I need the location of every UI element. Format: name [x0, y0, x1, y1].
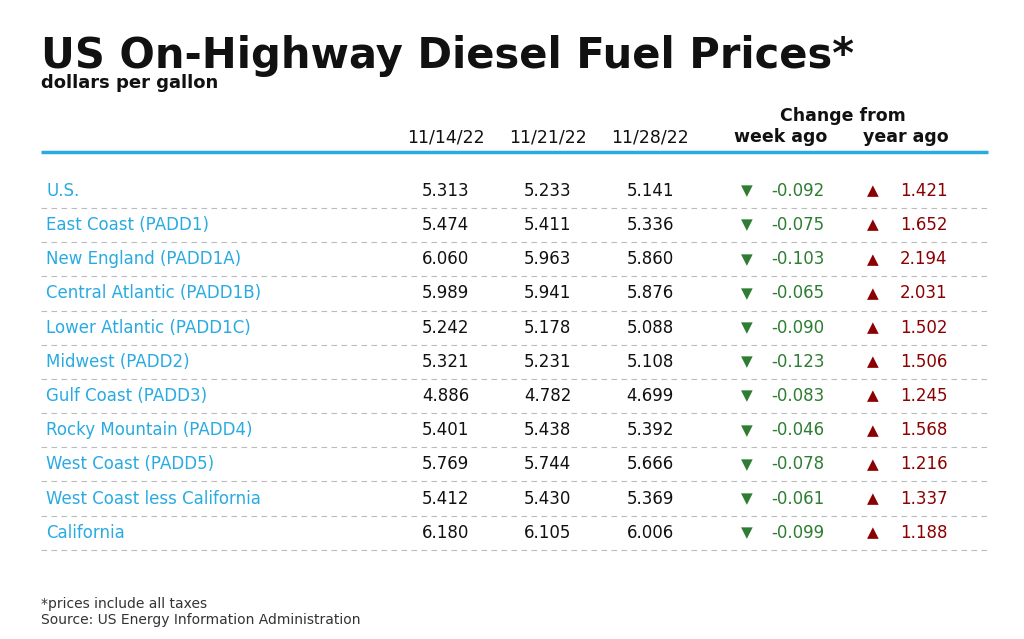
Text: 6.105: 6.105 [524, 524, 571, 542]
Text: -0.123: -0.123 [771, 353, 824, 371]
Text: 1.421: 1.421 [900, 182, 947, 200]
Text: 1.652: 1.652 [900, 216, 947, 234]
Text: 5.438: 5.438 [524, 421, 571, 439]
Text: 5.392: 5.392 [627, 421, 674, 439]
Text: ▲: ▲ [866, 389, 879, 403]
Text: 5.088: 5.088 [627, 319, 674, 337]
Text: 11/14/22: 11/14/22 [407, 128, 484, 146]
Text: ▲: ▲ [866, 183, 879, 198]
Text: ▼: ▼ [740, 355, 753, 369]
Text: Lower Atlantic (PADD1C): Lower Atlantic (PADD1C) [46, 319, 251, 337]
Text: 5.769: 5.769 [422, 456, 469, 473]
Text: ▲: ▲ [866, 423, 879, 438]
Text: 1.568: 1.568 [900, 421, 947, 439]
Text: ▲: ▲ [866, 457, 879, 472]
Text: 2.194: 2.194 [900, 250, 947, 268]
Text: West Coast less California: West Coast less California [46, 489, 261, 507]
Text: -0.061: -0.061 [771, 489, 824, 507]
Text: ▲: ▲ [866, 355, 879, 369]
Text: 1.506: 1.506 [900, 353, 947, 371]
Text: 1.216: 1.216 [900, 456, 947, 473]
Text: year ago: year ago [863, 128, 949, 146]
Text: -0.092: -0.092 [771, 182, 824, 200]
Text: U.S.: U.S. [46, 182, 79, 200]
Text: 5.876: 5.876 [627, 284, 674, 302]
Text: 5.313: 5.313 [422, 182, 469, 200]
Text: -0.090: -0.090 [771, 319, 824, 337]
Text: 5.963: 5.963 [524, 250, 571, 268]
Text: 5.233: 5.233 [524, 182, 571, 200]
Text: ▼: ▼ [740, 389, 753, 403]
Text: ▲: ▲ [866, 252, 879, 266]
Text: 1.245: 1.245 [900, 387, 947, 405]
Text: 1.188: 1.188 [900, 524, 947, 542]
Text: Change from: Change from [780, 107, 906, 125]
Text: ▲: ▲ [866, 525, 879, 540]
Text: 5.242: 5.242 [422, 319, 469, 337]
Text: -0.103: -0.103 [771, 250, 824, 268]
Text: Gulf Coast (PADD3): Gulf Coast (PADD3) [46, 387, 207, 405]
Text: -0.083: -0.083 [771, 387, 824, 405]
Text: -0.046: -0.046 [771, 421, 824, 439]
Text: 5.412: 5.412 [422, 489, 469, 507]
Text: Source: US Energy Information Administration: Source: US Energy Information Administra… [41, 613, 360, 627]
Text: -0.075: -0.075 [771, 216, 824, 234]
Text: 2.031: 2.031 [900, 284, 947, 302]
Text: 5.178: 5.178 [524, 319, 571, 337]
Text: 5.666: 5.666 [627, 456, 674, 473]
Text: ▼: ▼ [740, 457, 753, 472]
Text: 4.699: 4.699 [627, 387, 674, 405]
Text: dollars per gallon: dollars per gallon [41, 74, 218, 92]
Text: Rocky Mountain (PADD4): Rocky Mountain (PADD4) [46, 421, 253, 439]
Text: 5.108: 5.108 [627, 353, 674, 371]
Text: 5.336: 5.336 [627, 216, 674, 234]
Text: 6.060: 6.060 [422, 250, 469, 268]
Text: 5.474: 5.474 [422, 216, 469, 234]
Text: 5.369: 5.369 [627, 489, 674, 507]
Text: ▼: ▼ [740, 218, 753, 233]
Text: ▲: ▲ [866, 218, 879, 233]
Text: 1.337: 1.337 [900, 489, 947, 507]
Text: US On-Highway Diesel Fuel Prices*: US On-Highway Diesel Fuel Prices* [41, 35, 854, 77]
Text: ▼: ▼ [740, 183, 753, 198]
Text: ▼: ▼ [740, 525, 753, 540]
Text: 11/21/22: 11/21/22 [509, 128, 587, 146]
Text: ▼: ▼ [740, 491, 753, 506]
Text: 1.502: 1.502 [900, 319, 947, 337]
Text: 5.401: 5.401 [422, 421, 469, 439]
Text: ▲: ▲ [866, 286, 879, 301]
Text: 5.430: 5.430 [524, 489, 571, 507]
Text: -0.078: -0.078 [771, 456, 824, 473]
Text: ▲: ▲ [866, 320, 879, 335]
Text: 6.006: 6.006 [627, 524, 674, 542]
Text: 4.782: 4.782 [524, 387, 571, 405]
Text: 5.141: 5.141 [627, 182, 674, 200]
Text: 5.941: 5.941 [524, 284, 571, 302]
Text: Central Atlantic (PADD1B): Central Atlantic (PADD1B) [46, 284, 261, 302]
Text: ▼: ▼ [740, 423, 753, 438]
Text: ▼: ▼ [740, 286, 753, 301]
Text: 5.411: 5.411 [524, 216, 571, 234]
Text: 5.989: 5.989 [422, 284, 469, 302]
Text: 11/28/22: 11/28/22 [611, 128, 689, 146]
Text: *prices include all taxes: *prices include all taxes [41, 597, 207, 611]
Text: ▼: ▼ [740, 320, 753, 335]
Text: East Coast (PADD1): East Coast (PADD1) [46, 216, 209, 234]
Text: Midwest (PADD2): Midwest (PADD2) [46, 353, 189, 371]
Text: 5.321: 5.321 [422, 353, 469, 371]
Text: 5.860: 5.860 [627, 250, 674, 268]
Text: ▼: ▼ [740, 252, 753, 266]
Text: West Coast (PADD5): West Coast (PADD5) [46, 456, 214, 473]
Text: -0.065: -0.065 [771, 284, 824, 302]
Text: -0.099: -0.099 [771, 524, 824, 542]
Text: week ago: week ago [733, 128, 827, 146]
Text: 6.180: 6.180 [422, 524, 469, 542]
Text: 4.886: 4.886 [422, 387, 469, 405]
Text: New England (PADD1A): New England (PADD1A) [46, 250, 242, 268]
Text: California: California [46, 524, 125, 542]
Text: ▲: ▲ [866, 491, 879, 506]
Text: 5.231: 5.231 [524, 353, 571, 371]
Text: 5.744: 5.744 [524, 456, 571, 473]
